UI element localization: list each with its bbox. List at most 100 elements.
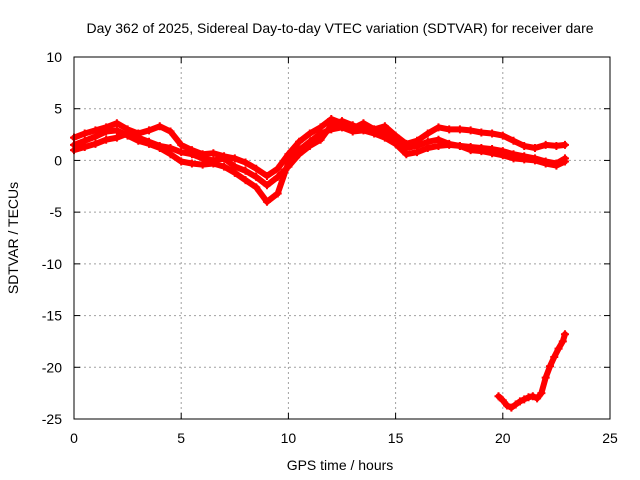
data-point	[423, 129, 432, 138]
series-late-segment	[494, 330, 569, 412]
data-point	[434, 123, 443, 132]
data-series	[70, 115, 569, 412]
data-point	[520, 141, 529, 150]
data-point	[209, 149, 218, 158]
data-point	[145, 126, 154, 135]
data-point	[262, 171, 271, 180]
data-point	[209, 156, 218, 165]
data-point	[524, 393, 533, 402]
data-point	[466, 146, 475, 155]
data-point	[80, 129, 89, 138]
x-axis-label: GPS time / hours	[287, 457, 394, 473]
data-point	[498, 131, 507, 140]
plot-frame	[73, 56, 611, 420]
data-point	[273, 189, 282, 198]
data-point	[488, 149, 497, 158]
data-point	[530, 156, 539, 165]
data-point	[187, 150, 196, 159]
data-point	[241, 158, 250, 167]
data-point	[520, 395, 529, 404]
data-point	[560, 330, 569, 339]
data-point	[558, 337, 567, 346]
data-point	[80, 142, 89, 151]
data-point	[541, 140, 550, 149]
y-tick-label: -15	[42, 308, 62, 324]
data-point	[262, 181, 271, 190]
data-point	[305, 141, 314, 150]
data-point	[134, 133, 143, 142]
data-point	[455, 125, 464, 134]
data-point	[498, 151, 507, 160]
data-point	[102, 135, 111, 144]
data-point	[541, 373, 550, 382]
data-point	[273, 164, 282, 173]
data-point	[177, 157, 186, 166]
data-point	[413, 141, 422, 150]
data-point	[494, 392, 503, 401]
data-point	[230, 162, 239, 171]
y-tick-label: 0	[54, 152, 62, 168]
data-point	[220, 162, 229, 171]
data-point	[511, 400, 520, 409]
data-point	[284, 150, 293, 159]
data-point	[155, 141, 164, 150]
axis-ticks: 0 5 10 15 20 25 -25 -20 -15 -10 -5 0 5 10	[42, 49, 618, 446]
data-point	[466, 126, 475, 135]
x-tick-label: 0	[70, 430, 78, 446]
data-point	[359, 125, 368, 134]
data-point	[498, 396, 507, 405]
data-point	[348, 121, 357, 130]
data-point	[252, 172, 261, 181]
data-point	[477, 147, 486, 156]
data-point	[155, 122, 164, 131]
data-point	[198, 154, 207, 163]
data-point	[241, 176, 250, 185]
data-point	[284, 162, 293, 171]
data-point	[91, 139, 100, 148]
data-point	[560, 140, 569, 149]
x-tick-label: 15	[388, 430, 404, 446]
data-point	[112, 119, 121, 128]
data-point	[252, 183, 261, 192]
data-point	[295, 137, 304, 146]
data-point	[509, 154, 518, 163]
x-tick-label: 20	[495, 430, 511, 446]
data-point	[530, 144, 539, 153]
data-point	[145, 137, 154, 146]
data-point	[545, 362, 554, 371]
data-point	[380, 127, 389, 136]
data-point	[166, 127, 175, 136]
data-point	[391, 133, 400, 142]
data-point	[102, 127, 111, 136]
data-point	[112, 133, 121, 142]
data-point	[533, 394, 542, 403]
data-point	[295, 150, 304, 159]
x-tick-label: 10	[281, 430, 297, 446]
y-tick-label: -10	[42, 256, 62, 272]
y-tick-label: -5	[50, 204, 63, 220]
data-point	[166, 144, 175, 153]
data-point	[123, 129, 132, 138]
data-point	[477, 128, 486, 137]
y-tick-label: -20	[42, 359, 62, 375]
x-tick-label: 25	[602, 430, 618, 446]
x-tick-label: 5	[177, 430, 185, 446]
data-point	[537, 389, 546, 398]
data-point	[177, 140, 186, 149]
y-axis-label: SDTVAR / TECUs	[5, 182, 21, 294]
data-point	[230, 154, 239, 163]
data-point	[402, 144, 411, 153]
data-point	[338, 117, 346, 126]
data-point	[515, 397, 524, 406]
data-point	[91, 132, 100, 141]
data-point	[316, 135, 325, 144]
data-point	[177, 148, 186, 157]
chart-title: Day 362 of 2025, Sidereal Day-to-day VTE…	[86, 20, 593, 36]
data-point	[552, 161, 561, 170]
data-point	[112, 126, 121, 135]
data-point	[327, 121, 336, 130]
data-point	[541, 159, 550, 168]
data-point	[520, 155, 529, 164]
data-point	[220, 154, 229, 163]
